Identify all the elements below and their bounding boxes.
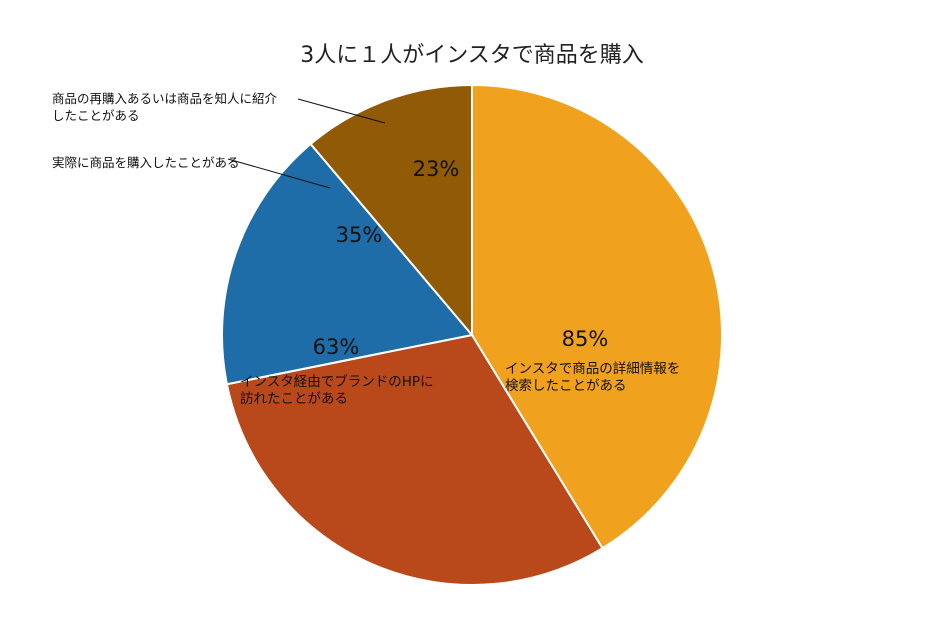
slice-labels: インスタで商品の詳細情報を検索したことがある インスタ経由でブランドのHPに訪れた… <box>52 91 680 407</box>
chart-title: 3人に１人がインスタで商品を購入 <box>300 43 644 68</box>
pie-slice-3 <box>221 142 474 386</box>
slice-label-2: インスタ経由でブランドのHPに訪れたことがある <box>240 373 434 407</box>
percent-label-3: 35% <box>336 223 383 247</box>
leader-lines <box>227 98 386 189</box>
slice-label-line: 実際に商品を購入したことがある <box>52 155 240 170</box>
slice-label-line: 検索したことがある <box>505 378 627 394</box>
pie-slice-2 <box>225 333 604 586</box>
slice-label-line: 訪れたことがある <box>240 391 348 407</box>
slice-label-1: インスタで商品の詳細情報を検索したことがある <box>505 361 680 394</box>
pie-slices <box>221 83 723 586</box>
slice-label-line: インスタ経由でブランドのHPに <box>240 373 434 390</box>
percent-labels: 85% 63% 35% 23% <box>313 157 609 359</box>
slice-label-line: したことがある <box>52 108 140 123</box>
pie-slice-1 <box>471 83 723 550</box>
percent-label-1: 85% <box>562 327 609 351</box>
percent-label-2: 63% <box>313 335 360 359</box>
slice-label-4: 商品の再購入あるいは商品を知人に紹介したことがある <box>52 91 278 123</box>
slice-label-line: 商品の再購入あるいは商品を知人に紹介 <box>52 91 278 106</box>
slice-label-3: 実際に商品を購入したことがある <box>52 155 240 170</box>
leader-line-3 <box>227 158 331 189</box>
leader-line-4 <box>297 98 386 124</box>
slice-label-line: インスタで商品の詳細情報を <box>505 361 680 377</box>
percent-label-4: 23% <box>413 157 460 181</box>
pie-slice-4 <box>309 83 473 338</box>
